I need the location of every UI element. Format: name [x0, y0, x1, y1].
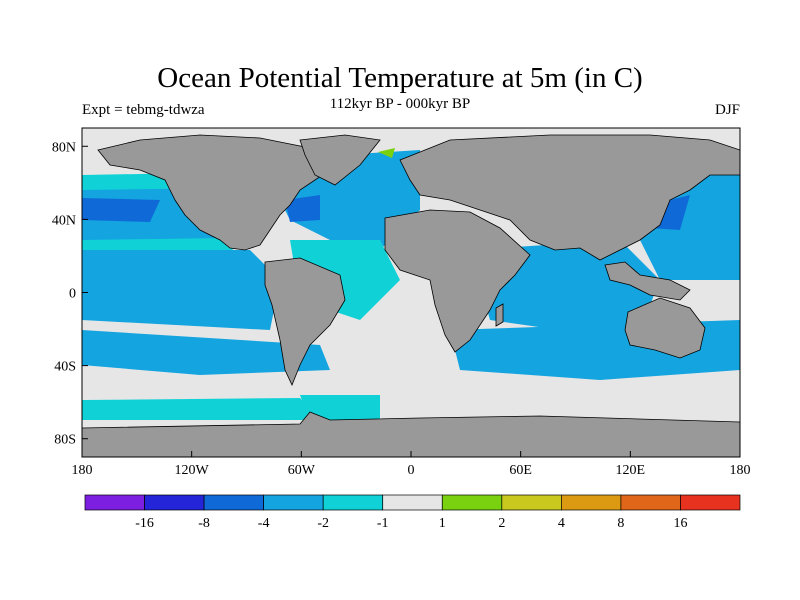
- southeast-asia-islands: [604, 261, 691, 301]
- weddell-cooling: [300, 395, 380, 422]
- colorbar-swatch: [680, 494, 741, 511]
- australia: [624, 297, 706, 359]
- colorbar-swatch: [263, 494, 324, 511]
- colorbar-swatch: [84, 494, 145, 511]
- southern-ocean-band: [82, 398, 320, 420]
- colorbar-swatch: [203, 494, 264, 511]
- colorbar-label: -8: [198, 516, 210, 531]
- colorbar-label: 4: [558, 516, 565, 531]
- greenland-sea-warming: [378, 148, 395, 158]
- tropical-pacific-cooling: [82, 250, 280, 330]
- x-tick-label: 120E: [616, 463, 646, 478]
- y-axis: 80N 40N 0 40S 80S: [52, 140, 88, 448]
- colorbar-label: 2: [498, 516, 505, 531]
- x-axis: 180 120W 60W 0 60E 120E 180: [72, 451, 751, 478]
- x-tick-label: 120W: [175, 463, 210, 478]
- y-tick-label: 0: [69, 287, 76, 302]
- y-tick-label: 80S: [54, 433, 76, 448]
- colorbar-swatch: [441, 494, 503, 511]
- x-tick-label: 180: [730, 463, 751, 478]
- colorbar-label: 1: [439, 516, 446, 531]
- land-masses: [82, 134, 740, 457]
- africa: [384, 209, 531, 353]
- colorbar-swatch: [382, 494, 443, 511]
- greenland: [299, 134, 381, 186]
- colorbar-label: -1: [377, 516, 389, 531]
- south-america: [264, 257, 346, 387]
- north-america: [97, 134, 331, 251]
- anomaly-fields: [82, 148, 740, 422]
- north-atlantic-core: [285, 195, 320, 222]
- colorbar-label: 8: [617, 516, 624, 531]
- eurasia: [399, 134, 740, 261]
- y-tick-label: 80N: [52, 140, 76, 155]
- southern-ocean-cooling: [82, 330, 330, 375]
- colorbar-swatch: [144, 494, 205, 511]
- colorbar-swatch: [561, 494, 622, 511]
- colorbar-label: 16: [673, 516, 687, 531]
- colorbar-swatch: [620, 494, 681, 511]
- colorbar-label: -16: [135, 516, 154, 531]
- x-tick-label: 0: [408, 463, 415, 478]
- colorbar-swatch: [322, 494, 384, 511]
- madagascar: [495, 303, 504, 327]
- north-pacific-core: [82, 198, 160, 222]
- y-tick-label: 40N: [52, 213, 76, 228]
- y-tick-label: 40S: [54, 360, 76, 375]
- colorbar-label: -2: [317, 516, 329, 531]
- x-tick-label: 60W: [288, 463, 316, 478]
- colorbar-swatch: [501, 494, 562, 511]
- experiment-label: Expt = tebmg-tdwza: [82, 102, 205, 118]
- x-tick-label: 60E: [509, 463, 532, 478]
- map-title: Ocean Potential Temperature at 5m (in C): [157, 62, 643, 94]
- x-tick-label: 180: [72, 463, 93, 478]
- colorbar: -16 -8 -4 -2 -1 1 2 4 8 16: [84, 494, 741, 531]
- map-subtitle: 112kyr BP - 000kyr BP: [329, 96, 471, 112]
- map-plot-area: [82, 128, 740, 457]
- colorbar-label: -4: [258, 516, 270, 531]
- antarctica: [82, 411, 740, 457]
- season-label: DJF: [714, 102, 740, 118]
